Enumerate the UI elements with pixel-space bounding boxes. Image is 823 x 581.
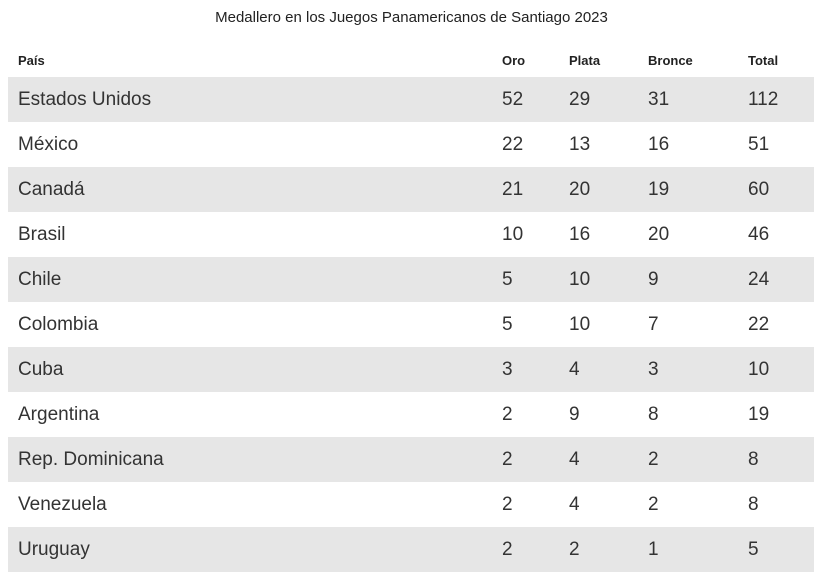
header-total: Total bbox=[748, 53, 779, 68]
header-oro: Oro bbox=[502, 53, 526, 68]
cell-country: México bbox=[18, 133, 79, 155]
cell-gold: 2 bbox=[502, 448, 513, 470]
table-row: Venezuela 2 4 2 8 bbox=[8, 482, 814, 527]
table-header: País Oro Plata Bronce Total bbox=[8, 44, 814, 77]
table-row: Argentina 2 9 8 19 bbox=[8, 392, 814, 437]
cell-silver: 10 bbox=[569, 268, 591, 290]
cell-country: Venezuela bbox=[18, 493, 107, 515]
cell-silver: 20 bbox=[569, 178, 591, 200]
cell-country: Colombia bbox=[18, 313, 99, 335]
table-title: Medallero en los Juegos Panamericanos de… bbox=[215, 9, 608, 26]
table-row: México 22 13 16 51 bbox=[8, 122, 814, 167]
cell-total: 8 bbox=[748, 448, 759, 470]
cell-gold: 3 bbox=[502, 358, 513, 380]
cell-bronze: 19 bbox=[648, 178, 670, 200]
table-row: Cuba 3 4 3 10 bbox=[8, 347, 814, 392]
cell-silver: 9 bbox=[569, 403, 580, 425]
cell-country: Brasil bbox=[18, 223, 66, 245]
cell-total: 24 bbox=[748, 268, 770, 290]
cell-bronze: 9 bbox=[648, 268, 659, 290]
cell-silver: 2 bbox=[569, 538, 580, 560]
cell-gold: 2 bbox=[502, 493, 513, 515]
table-row: Colombia 5 10 7 22 bbox=[8, 302, 814, 347]
cell-total: 8 bbox=[748, 493, 759, 515]
cell-bronze: 1 bbox=[648, 538, 659, 560]
medal-table: País Oro Plata Bronce Total Estados Unid… bbox=[8, 44, 814, 572]
cell-gold: 22 bbox=[502, 133, 524, 155]
header-bronce: Bronce bbox=[648, 53, 693, 68]
cell-bronze: 3 bbox=[648, 358, 659, 380]
cell-country: Rep. Dominicana bbox=[18, 448, 164, 470]
cell-total: 10 bbox=[748, 358, 770, 380]
table-row: Brasil 10 16 20 46 bbox=[8, 212, 814, 257]
cell-gold: 5 bbox=[502, 268, 513, 290]
cell-bronze: 2 bbox=[648, 493, 659, 515]
cell-silver: 10 bbox=[569, 313, 591, 335]
cell-bronze: 7 bbox=[648, 313, 659, 335]
table-row: Canadá 21 20 19 60 bbox=[8, 167, 814, 212]
cell-total: 46 bbox=[748, 223, 770, 245]
cell-silver: 4 bbox=[569, 493, 580, 515]
cell-silver: 13 bbox=[569, 133, 591, 155]
cell-bronze: 16 bbox=[648, 133, 670, 155]
table-row: Rep. Dominicana 2 4 2 8 bbox=[8, 437, 814, 482]
header-plata: Plata bbox=[569, 53, 601, 68]
cell-silver: 16 bbox=[569, 223, 591, 245]
cell-silver: 29 bbox=[569, 88, 591, 110]
cell-bronze: 8 bbox=[648, 403, 659, 425]
table-row: Chile 5 10 9 24 bbox=[8, 257, 814, 302]
cell-total: 5 bbox=[748, 538, 759, 560]
cell-gold: 5 bbox=[502, 313, 513, 335]
cell-country: Canadá bbox=[18, 178, 85, 200]
cell-bronze: 20 bbox=[648, 223, 670, 245]
cell-country: Chile bbox=[18, 268, 62, 290]
cell-gold: 52 bbox=[502, 88, 524, 110]
cell-bronze: 31 bbox=[648, 88, 670, 110]
header-pais: País bbox=[18, 53, 45, 68]
cell-country: Estados Unidos bbox=[18, 88, 152, 110]
cell-country: Argentina bbox=[18, 403, 100, 425]
cell-total: 60 bbox=[748, 178, 770, 200]
cell-country: Uruguay bbox=[18, 538, 90, 560]
cell-gold: 2 bbox=[502, 403, 513, 425]
table-row: Estados Unidos 52 29 31 112 bbox=[8, 77, 814, 122]
cell-total: 19 bbox=[748, 403, 770, 425]
cell-gold: 10 bbox=[502, 223, 524, 245]
cell-silver: 4 bbox=[569, 358, 580, 380]
cell-silver: 4 bbox=[569, 448, 580, 470]
cell-total: 22 bbox=[748, 313, 770, 335]
cell-gold: 21 bbox=[502, 178, 524, 200]
cell-bronze: 2 bbox=[648, 448, 659, 470]
cell-total: 112 bbox=[748, 88, 779, 110]
cell-gold: 2 bbox=[502, 538, 513, 560]
cell-country: Cuba bbox=[18, 358, 64, 380]
table-row: Uruguay 2 2 1 5 bbox=[8, 527, 814, 572]
table-body: Estados Unidos 52 29 31 112 México 22 13 16 51 Can… bbox=[8, 77, 814, 572]
cell-total: 51 bbox=[748, 133, 770, 155]
